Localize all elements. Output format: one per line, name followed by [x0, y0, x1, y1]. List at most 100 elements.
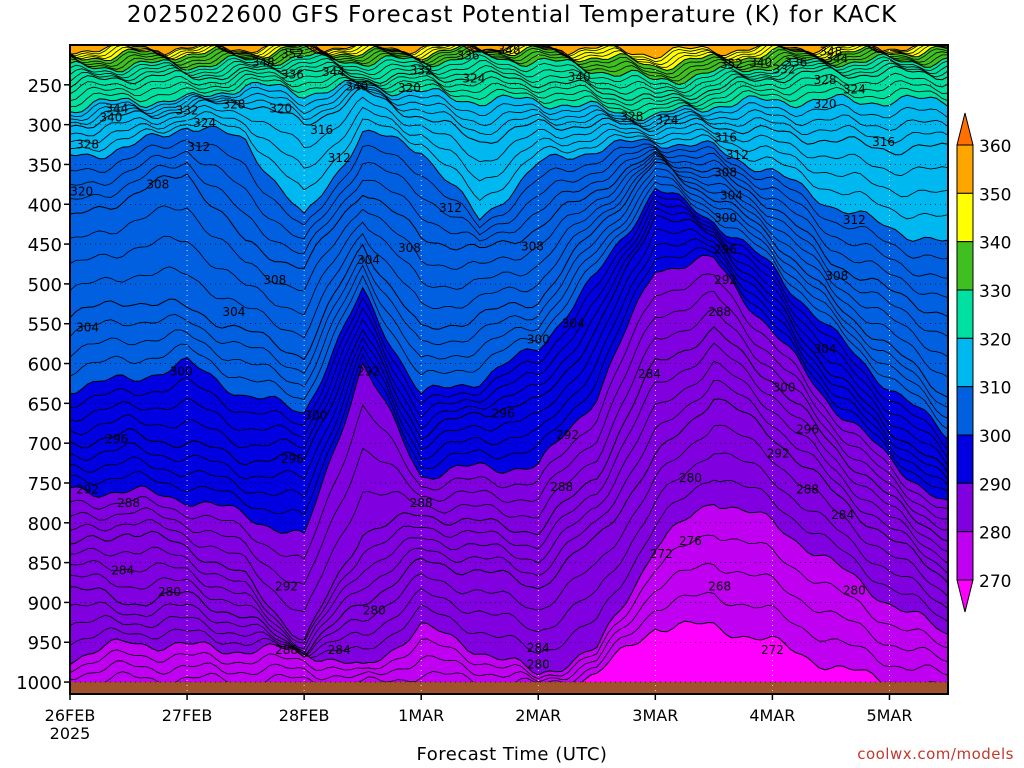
contour-label: 340	[345, 79, 368, 93]
source-credit[interactable]: coolwx.com/models	[857, 745, 1014, 763]
isentrope-minor-line	[69, 44, 949, 75]
contour-label: 328	[620, 110, 643, 124]
contour-label: 340	[568, 70, 591, 84]
y-tick-label: 500	[28, 275, 62, 296]
x-tick-label: 27FEB	[162, 706, 213, 725]
colorbar-label: 310	[979, 379, 1011, 399]
contour-label: 296	[796, 423, 819, 437]
contour-label: 352	[720, 57, 743, 71]
isentrope-minor-line	[69, 534, 949, 680]
contour-label: 288	[117, 496, 140, 510]
contour-label: 284	[328, 643, 351, 657]
isentrope-minor-line	[69, 200, 949, 459]
contour-label: 308	[825, 269, 848, 283]
theta-band-352	[70, 45, 948, 59]
isentrope-minor-line	[69, 168, 949, 408]
contour-label: 300	[170, 364, 193, 378]
x-tick-label: 5MAR	[866, 706, 912, 725]
isentrope-minor-line	[69, 54, 949, 90]
contour-label: 348	[252, 56, 275, 70]
contour-label: 320	[814, 97, 837, 111]
isentrope-line-336	[69, 49, 949, 86]
contour-label: 308	[398, 241, 421, 255]
colorbar-label: 350	[979, 185, 1011, 205]
y-tick-label: 600	[28, 355, 62, 376]
contour-label: 296	[281, 452, 304, 466]
x-tick-label: 28FEB	[279, 706, 330, 725]
contour-label: 304	[357, 253, 380, 267]
contour-label: 308	[263, 273, 286, 287]
isentrope-minor-line	[69, 155, 949, 358]
isentrope-minor-line	[69, 562, 949, 683]
isentrope-minor-line	[69, 57, 949, 94]
isentrope-minor-line	[69, 146, 949, 279]
colorbar-segment	[956, 241, 974, 291]
contour-label: 344	[825, 52, 848, 66]
isentrope-line-300	[69, 187, 949, 440]
colorbar-segment	[956, 337, 974, 388]
colorbar-label: 360	[979, 137, 1011, 157]
plot-frame	[69, 44, 949, 695]
contour-label: 288	[796, 482, 819, 496]
contour-label: 296	[714, 243, 737, 257]
contour-label: 320	[269, 102, 292, 116]
contour-label: 312	[726, 148, 749, 162]
colorbar-bottom-arrow	[956, 579, 974, 613]
isentrope-minor-line	[69, 106, 949, 198]
contour-label: 292	[357, 364, 380, 378]
isentrope-line-292	[69, 254, 949, 535]
isentrope-minor-line	[69, 85, 949, 132]
isentrope-minor-line	[69, 148, 949, 299]
colorbar-label: 330	[979, 282, 1011, 302]
colorbar-label: 280	[979, 524, 1011, 544]
contour-label: 328	[222, 98, 245, 112]
y-tick-label: 550	[28, 315, 62, 336]
isentrope-minor-line	[69, 342, 949, 644]
contour-label: 284	[111, 564, 134, 578]
isentrope-minor-line	[69, 452, 949, 657]
isentrope-line-296	[69, 214, 949, 474]
contour-label: 284	[638, 367, 661, 381]
contour-label: 340	[749, 56, 772, 70]
y-tick-label: 950	[28, 633, 62, 654]
y-tick-label: 900	[28, 593, 62, 614]
contour-label: 324	[843, 83, 866, 97]
isentrope-minor-line	[69, 181, 949, 430]
contour-label: 284	[831, 508, 854, 522]
isentrope-line-320	[69, 80, 949, 122]
contour-label: 304	[562, 317, 585, 331]
y-tick-label: 700	[28, 434, 62, 455]
isentrope-line-280	[69, 503, 949, 676]
isentrope-minor-line	[69, 82, 949, 124]
contour-label: 296	[492, 407, 515, 421]
colorbar-segment	[956, 482, 974, 533]
colorbar-label: 290	[979, 475, 1011, 495]
contour-label: 344	[105, 102, 128, 116]
colorbar-label: 340	[979, 234, 1011, 254]
contour-label: 312	[439, 201, 462, 215]
x-tick-label: 26FEB	[45, 706, 96, 725]
colorbar-segment	[956, 192, 974, 243]
isentrope-minor-line	[69, 207, 949, 467]
y-tick-label: 300	[28, 116, 62, 137]
contour-label: 308	[714, 165, 737, 179]
y-tick-label: 400	[28, 195, 62, 216]
colorbar-top-arrow	[956, 112, 974, 146]
isentrope-minor-line	[69, 238, 949, 498]
x-tick-year-label: 2025	[50, 724, 91, 743]
colorbar-label: 300	[979, 427, 1011, 447]
contour-label: 352	[281, 47, 304, 61]
contour-label: 324	[193, 116, 216, 130]
isentrope-minor-line	[69, 290, 949, 586]
colorbar-segment	[956, 289, 974, 339]
colorbar-segment	[956, 531, 974, 581]
isentrope-minor-line	[69, 273, 949, 560]
isentrope-minor-line	[69, 360, 949, 650]
isentrope-minor-line	[69, 175, 949, 419]
contour-label: 308	[521, 239, 544, 253]
contour-label: 292	[76, 482, 99, 496]
contour-label: 312	[328, 151, 351, 165]
isentrope-minor-line	[69, 158, 949, 378]
y-tick-label: 650	[28, 394, 62, 415]
colorbar-label: 270	[979, 572, 1011, 592]
